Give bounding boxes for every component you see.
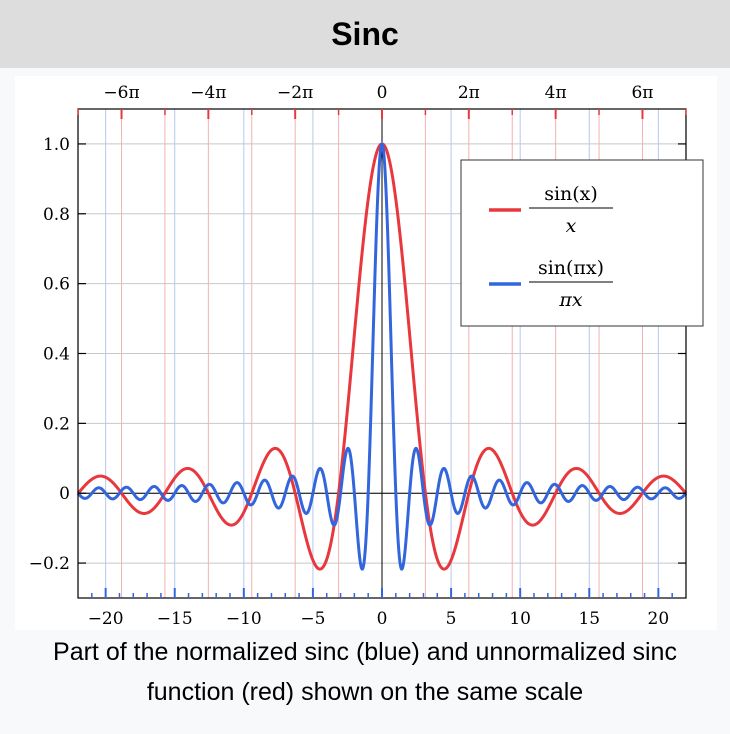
top-tick-label-2: −2π xyxy=(277,83,313,103)
x-tick-label-8: 20 xyxy=(648,609,670,629)
y-tick-label-4: 0.2 xyxy=(43,414,70,434)
x-tick-label-5: 5 xyxy=(446,609,457,629)
caption-line-1: Part of the normalized sinc (blue) and u… xyxy=(53,638,677,666)
top-tick-label-0: −6π xyxy=(103,83,139,103)
y-tick-label-0: 1.0 xyxy=(43,135,70,155)
legend-label-den-1: πx xyxy=(558,289,582,311)
y-tick-label-5: 0 xyxy=(59,484,70,504)
x-tick-label-3: −5 xyxy=(300,609,325,629)
series-normalized-sinc-line xyxy=(76,141,688,571)
x-tick-label-6: 10 xyxy=(509,609,531,629)
x-tick-label-4: 0 xyxy=(377,609,388,629)
top-tick-label-6: 6π xyxy=(631,83,653,103)
figure-caption: Part of the normalized sinc (blue) and u… xyxy=(0,632,730,712)
chart-figure[interactable]: −20 −15 −10 −5 0 5 10 15 20 −6π −4π −2π 0 2π 4π 6π 1.0 0.… xyxy=(15,76,717,630)
title-bar: Sinc xyxy=(0,0,730,68)
x-tick-label-2: −10 xyxy=(226,609,262,629)
y-tick-label-1: 0.8 xyxy=(43,205,70,225)
top-tick-label-1: −4π xyxy=(190,83,226,103)
y-tick-label-6: −0.2 xyxy=(29,554,70,574)
top-tick-label-5: 4π xyxy=(545,83,567,103)
legend-box xyxy=(460,159,704,327)
legend-label-den-0: x xyxy=(566,215,577,237)
y-tick-label-2: 0.6 xyxy=(43,275,70,295)
sinc-chart: −20 −15 −10 −5 0 5 10 15 20 −6π −4π −2π 0 2π 4π 6π 1.0 0.… xyxy=(29,83,704,629)
x-tick-label-7: 15 xyxy=(578,609,600,629)
x-tick-label-0: −20 xyxy=(88,609,124,629)
y-tick-label-3: 0.4 xyxy=(43,345,70,365)
x-tick-label-1: −15 xyxy=(157,609,193,629)
top-tick-label-3: 0 xyxy=(377,83,388,103)
legend-label-num-0: sin(x) xyxy=(544,183,598,205)
caption-line-2: function (red) shown on the same scale xyxy=(146,678,584,706)
legend-label-num-1: sin(πx) xyxy=(538,257,604,279)
infobox-title: Sinc xyxy=(331,15,399,52)
top-tick-label-4: 2π xyxy=(458,83,480,103)
